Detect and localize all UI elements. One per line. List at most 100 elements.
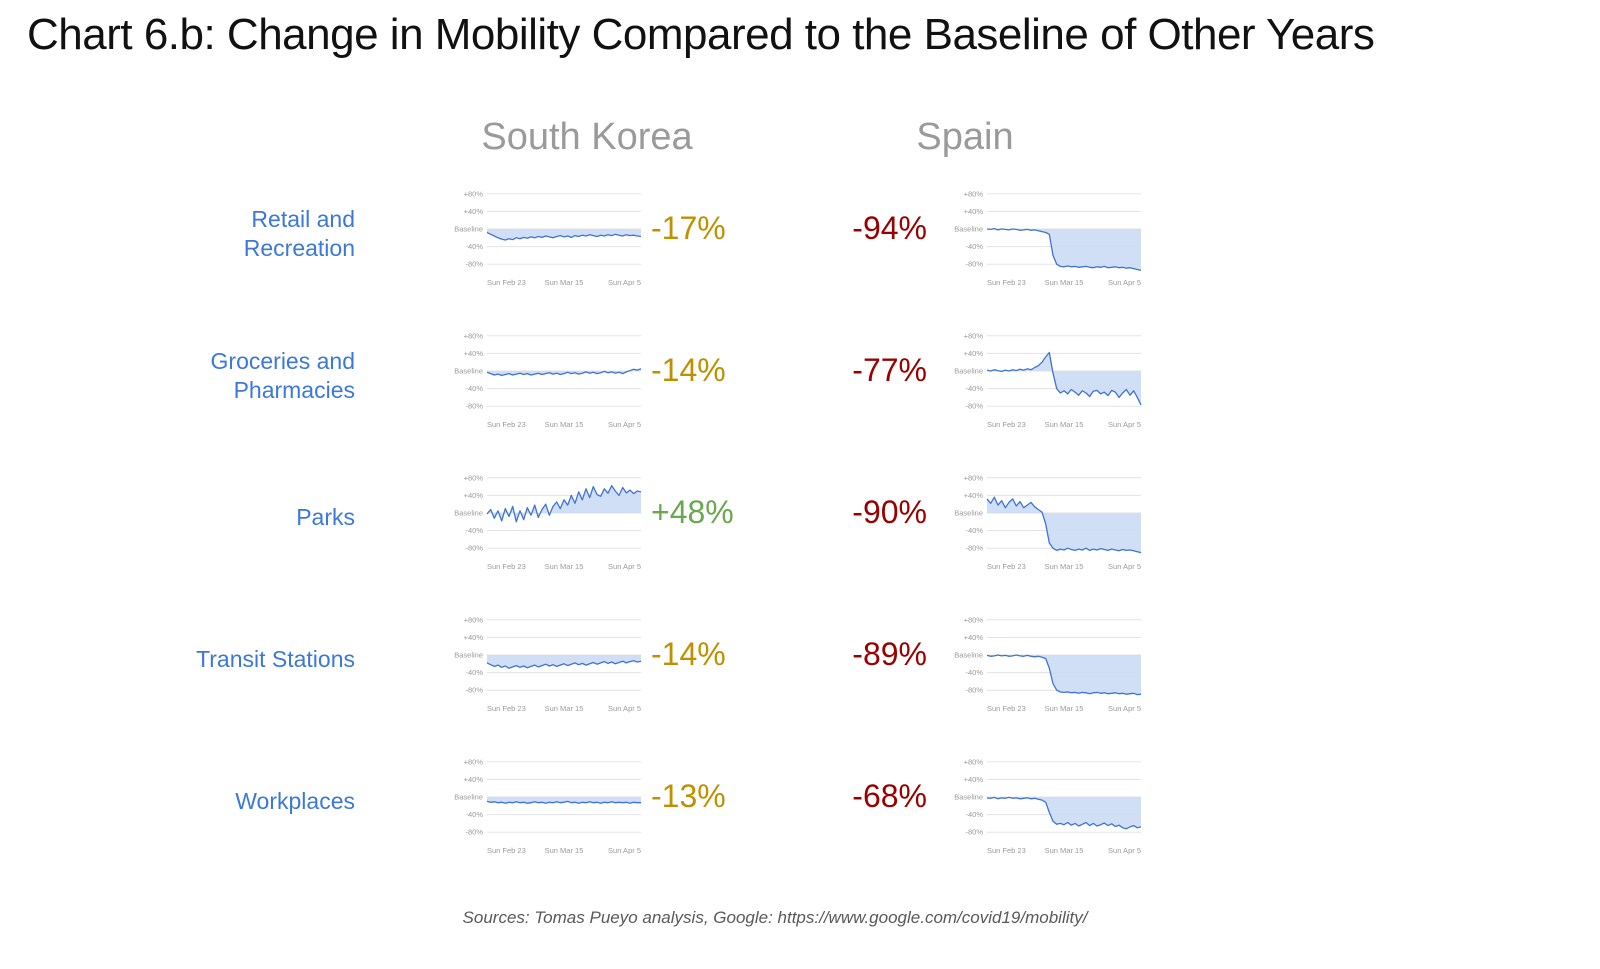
svg-text:Sun Mar 15: Sun Mar 15: [1045, 420, 1084, 429]
pct-south-korea-transit: -14%: [651, 635, 726, 672]
sparkline-south-korea-parks: +80% +40% Baseline -40% -80% Sun Feb 23 Sun Ma…: [447, 463, 647, 573]
row-label-workplaces: Workplaces: [235, 788, 355, 815]
svg-text:-80%: -80%: [965, 402, 983, 411]
svg-text:Baseline: Baseline: [454, 225, 483, 234]
svg-text:-80%: -80%: [465, 544, 483, 553]
pct-spain-parks: -90%: [852, 493, 927, 530]
svg-text:Sun Apr 5: Sun Apr 5: [1108, 420, 1141, 429]
svg-text:-80%: -80%: [965, 686, 983, 695]
row-label-parks: Parks: [296, 504, 355, 531]
svg-text:+80%: +80%: [464, 331, 484, 340]
svg-text:Baseline: Baseline: [954, 651, 983, 660]
svg-text:Sun Feb 23: Sun Feb 23: [487, 704, 526, 713]
pct-spain-workplaces: -68%: [852, 777, 927, 814]
svg-text:Sun Feb 23: Sun Feb 23: [987, 278, 1026, 287]
svg-text:+40%: +40%: [464, 775, 484, 784]
svg-text:Sun Mar 15: Sun Mar 15: [545, 278, 584, 287]
svg-text:Sun Mar 15: Sun Mar 15: [1045, 704, 1084, 713]
svg-text:Sun Mar 15: Sun Mar 15: [1045, 278, 1084, 287]
svg-text:Sun Apr 5: Sun Apr 5: [1108, 704, 1141, 713]
svg-text:Baseline: Baseline: [454, 793, 483, 802]
svg-text:Sun Mar 15: Sun Mar 15: [545, 562, 584, 571]
pct-spain-groceries: -77%: [852, 351, 927, 388]
row-label-retail-and-recreation: Retail and Recreation: [243, 205, 355, 261]
svg-text:+80%: +80%: [964, 189, 984, 198]
svg-text:-40%: -40%: [965, 384, 983, 393]
svg-text:+40%: +40%: [964, 633, 984, 642]
pct-south-korea-parks: +48%: [651, 493, 734, 530]
svg-text:Baseline: Baseline: [454, 367, 483, 376]
svg-text:Baseline: Baseline: [954, 225, 983, 234]
svg-text:Sun Apr 5: Sun Apr 5: [608, 420, 641, 429]
svg-text:-40%: -40%: [965, 668, 983, 677]
svg-text:+80%: +80%: [964, 473, 984, 482]
svg-text:Sun Apr 5: Sun Apr 5: [608, 278, 641, 287]
svg-text:+80%: +80%: [464, 757, 484, 766]
svg-text:Sun Feb 23: Sun Feb 23: [987, 420, 1026, 429]
svg-text:+40%: +40%: [964, 349, 984, 358]
svg-text:Sun Mar 15: Sun Mar 15: [545, 704, 584, 713]
column-header-spain: Spain: [916, 116, 1014, 158]
sparkline-spain-retail: +80% +40% Baseline -40% -80% Sun Feb 23 Sun Ma…: [947, 179, 1147, 289]
sparkline-spain-groceries: +80% +40% Baseline -40% -80% Sun Feb 23 Sun Ma…: [947, 321, 1147, 431]
pct-spain-transit: -89%: [852, 635, 927, 672]
row-label-transit-stations: Transit Stations: [196, 646, 355, 673]
svg-text:+40%: +40%: [464, 633, 484, 642]
svg-text:-80%: -80%: [965, 260, 983, 269]
svg-text:Sun Mar 15: Sun Mar 15: [545, 420, 584, 429]
svg-text:+40%: +40%: [464, 207, 484, 216]
svg-text:-40%: -40%: [465, 242, 483, 251]
svg-text:Baseline: Baseline: [454, 509, 483, 518]
svg-text:-40%: -40%: [965, 810, 983, 819]
svg-text:+40%: +40%: [964, 775, 984, 784]
svg-text:Sun Apr 5: Sun Apr 5: [1108, 278, 1141, 287]
svg-text:Sun Mar 15: Sun Mar 15: [1045, 846, 1084, 855]
row-workplaces: Workplaces +80% +40% Baseline -40% -80% Sun F…: [0, 731, 1180, 873]
pct-south-korea-retail: -17%: [651, 209, 726, 246]
svg-text:+80%: +80%: [464, 189, 484, 198]
svg-text:-40%: -40%: [465, 526, 483, 535]
row-groceries-and-pharmacies: Groceries and Pharmacies +80% +40% Baselin…: [0, 305, 1180, 447]
svg-text:+40%: +40%: [964, 491, 984, 500]
row-retail-and-recreation: Retail and Recreation +80% +40% Baseline -4…: [0, 163, 1180, 305]
svg-text:Baseline: Baseline: [954, 367, 983, 376]
svg-text:Sun Apr 5: Sun Apr 5: [1108, 562, 1141, 571]
svg-text:-40%: -40%: [465, 810, 483, 819]
svg-text:Baseline: Baseline: [454, 651, 483, 660]
svg-text:Sun Feb 23: Sun Feb 23: [487, 562, 526, 571]
svg-text:Sun Mar 15: Sun Mar 15: [545, 846, 584, 855]
svg-text:+80%: +80%: [964, 757, 984, 766]
svg-text:+80%: +80%: [464, 473, 484, 482]
sparkline-spain-transit: +80% +40% Baseline -40% -80% Sun Feb 23 Sun Ma…: [947, 605, 1147, 715]
row-label-groceries-and-pharmacies: Groceries and Pharmacies: [210, 347, 355, 403]
svg-text:-80%: -80%: [465, 260, 483, 269]
svg-text:+80%: +80%: [964, 615, 984, 624]
source-note: Sources: Tomas Pueyo analysis, Google: h…: [462, 908, 1088, 927]
svg-text:Baseline: Baseline: [954, 509, 983, 518]
svg-text:+80%: +80%: [964, 331, 984, 340]
svg-text:+80%: +80%: [464, 615, 484, 624]
svg-text:-40%: -40%: [465, 668, 483, 677]
column-header-south-korea: South Korea: [481, 116, 693, 158]
svg-text:-80%: -80%: [465, 828, 483, 837]
pct-spain-retail: -94%: [852, 209, 927, 246]
svg-text:Sun Feb 23: Sun Feb 23: [987, 704, 1026, 713]
svg-text:Sun Apr 5: Sun Apr 5: [608, 846, 641, 855]
sparkline-spain-workplaces: +80% +40% Baseline -40% -80% Sun Feb 23 Sun Ma…: [947, 747, 1147, 857]
svg-text:-80%: -80%: [965, 544, 983, 553]
row-parks: Parks +80% +40% Baseline -40% -80% Sun Feb 23…: [0, 447, 1180, 589]
svg-text:+40%: +40%: [464, 349, 484, 358]
sparkline-south-korea-groceries: +80% +40% Baseline -40% -80% Sun Feb 23 Sun Ma…: [447, 321, 647, 431]
svg-text:Sun Feb 23: Sun Feb 23: [987, 846, 1026, 855]
sparkline-south-korea-retail: +80% +40% Baseline -40% -80% Sun Feb 23 Sun Ma…: [447, 179, 647, 289]
svg-text:-40%: -40%: [965, 526, 983, 535]
svg-text:Sun Feb 23: Sun Feb 23: [987, 562, 1026, 571]
svg-text:-40%: -40%: [465, 384, 483, 393]
svg-text:Sun Apr 5: Sun Apr 5: [608, 562, 641, 571]
svg-text:Sun Apr 5: Sun Apr 5: [1108, 846, 1141, 855]
svg-text:Baseline: Baseline: [954, 793, 983, 802]
chart-grid: Retail and Recreation +80% +40% Baseline -4…: [0, 163, 1180, 873]
svg-text:+40%: +40%: [964, 207, 984, 216]
sparkline-spain-parks: +80% +40% Baseline -40% -80% Sun Feb 23 Sun Ma…: [947, 463, 1147, 573]
svg-text:Sun Mar 15: Sun Mar 15: [1045, 562, 1084, 571]
